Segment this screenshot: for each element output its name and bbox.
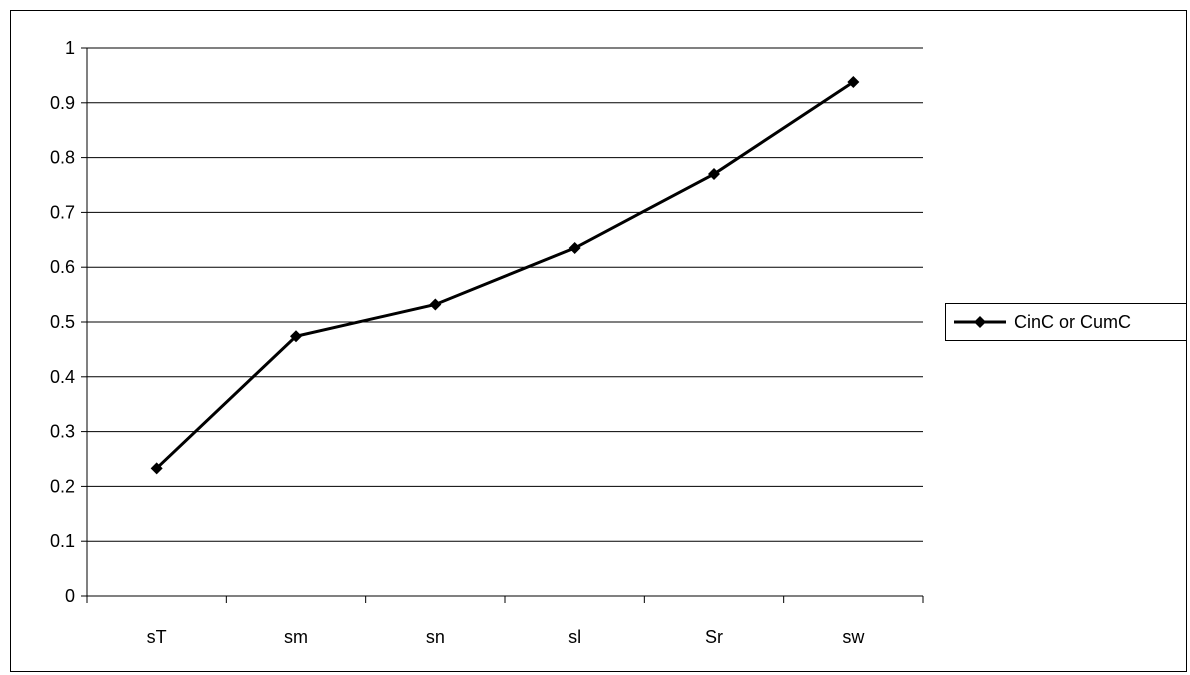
x-tick-label: sn [426,627,445,647]
gridlines [81,47,923,597]
x-tick-label: sw [842,627,865,647]
x-tick-label: sl [568,627,581,647]
data-point-marker [429,298,442,311]
x-tick-label: sm [284,627,308,647]
data-point-marker [708,168,720,181]
data-point-marker [568,242,581,255]
data-point-marker [150,462,163,475]
axes [86,48,924,603]
y-tick-label: 0.4 [50,367,75,387]
y-tick-label: 0.5 [50,312,75,332]
y-tick-label: 0.2 [50,476,75,496]
x-tick-label: sT [147,627,167,647]
chart-area [10,10,1187,672]
y-tick-label: 0 [65,586,75,606]
series-line [155,80,855,470]
y-tick-label: 1 [65,38,75,58]
y-tick-label: 0.3 [50,422,75,442]
y-tick-label: 0.1 [50,531,75,551]
x-tick-label: Sr [705,627,723,647]
data-point-marker [290,330,302,343]
data-point-marker [847,75,860,88]
legend-label: CinC or CumC [1014,311,1132,332]
series [150,75,860,475]
y-axis-tick-labels: 0 0.1 0.2 0.3 0.4 0.5 0.6 0.7 0.8 0.9 1 [50,38,75,606]
y-tick-label: 0.7 [50,202,75,222]
legend-line-marker-icon [954,316,1006,328]
y-tick-label: 0.9 [50,93,75,113]
legend: CinC or CumC [945,303,1187,341]
y-tick-label: 0.8 [50,148,75,168]
y-tick-label: 0.6 [50,257,75,277]
x-axis-tick-labels: sT sm sn sl Sr sw [147,627,866,647]
